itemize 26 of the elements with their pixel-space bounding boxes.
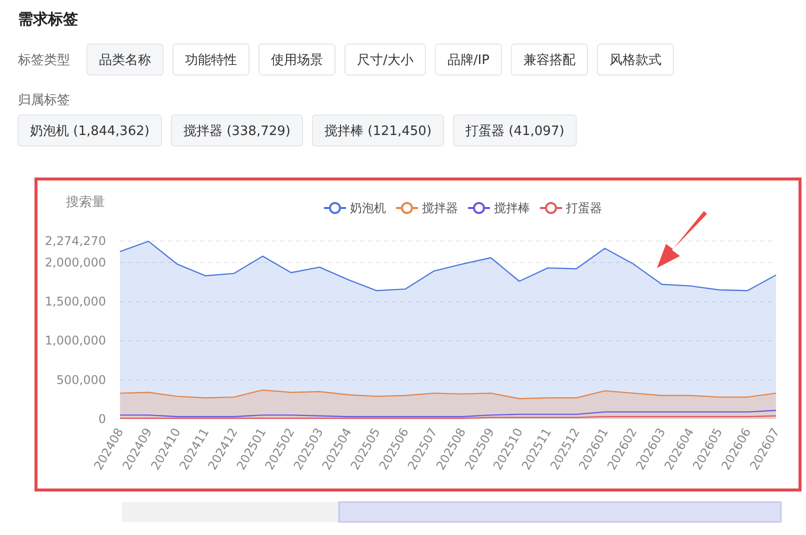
y-tick-label: 0 [98,412,106,426]
text: 搅拌棒 (121,450) [324,124,432,139]
text: 品牌/IP [447,53,490,68]
text: 风格款式 [609,53,662,68]
legend-label: 打蛋器 [565,201,602,215]
text: 功能特性 [185,53,237,68]
text: 使用场景 [271,53,323,68]
text: 标签类型 [17,53,70,68]
text: 品类名称 [99,53,151,68]
y-tick-label: 2,274,270 [44,234,106,248]
legend-label: 搅拌器 [422,201,458,215]
line-series [119,410,777,418]
y-axis-title: 搜索量 [66,195,105,210]
text: 兼容搭配 [523,52,576,68]
legend-label: 搅拌棒 [494,201,530,215]
legend-label: 奶泡机 [350,201,386,215]
y-tick-label: 500,000 [56,372,106,387]
text: 打蛋器 (41,097) [464,124,564,139]
y-tick-label: 1,500,000 [44,294,106,309]
text: 尺寸/大小 [357,53,414,68]
y-tick-label: 2,000,000 [44,255,106,270]
y-tick-label: 1,000,000 [44,334,106,348]
chart-title: 需求标签 [18,10,78,28]
text: 归属标签 [18,93,70,108]
text: 奶泡机 (1,844,362) [30,124,150,139]
text: 搅拌器 (338,729) [183,124,290,139]
